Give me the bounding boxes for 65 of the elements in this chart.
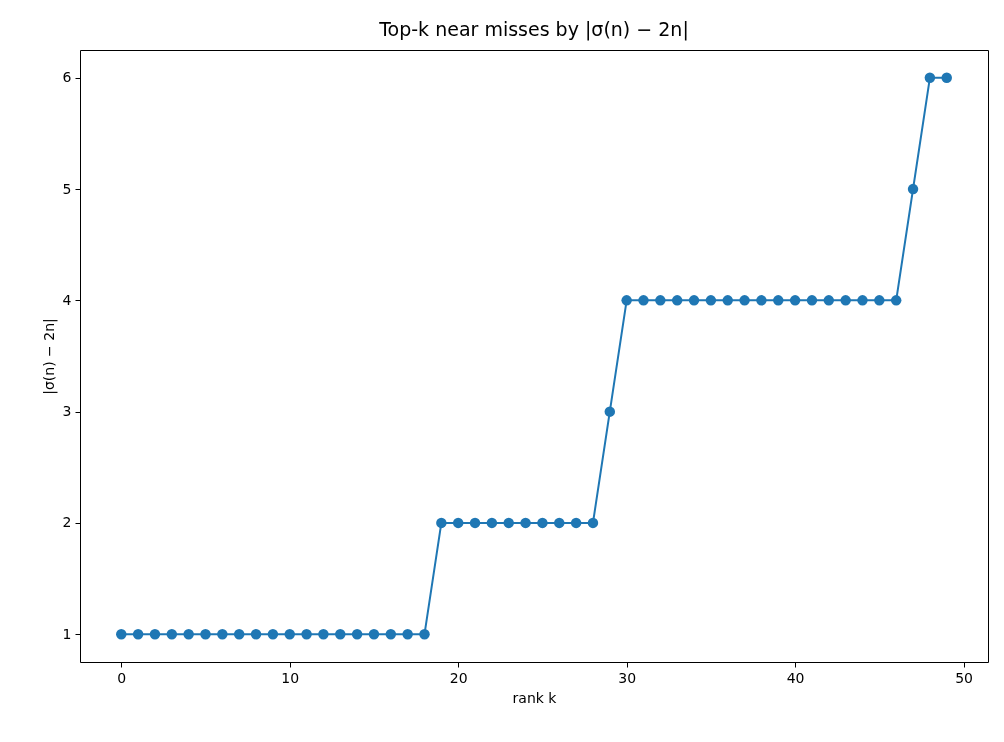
- point: [554, 517, 565, 529]
- y-axis-title: |σ(n) − 2n|: [40, 318, 58, 395]
- point: [789, 295, 801, 306]
- point: [469, 517, 481, 529]
- point: [520, 517, 531, 529]
- point: [250, 628, 262, 640]
- y-tick-label: 4: [62, 291, 72, 308]
- y-tick-label: 2: [62, 514, 72, 531]
- point: [200, 628, 211, 640]
- point: [655, 295, 666, 306]
- point: [570, 517, 582, 529]
- point: [705, 295, 717, 306]
- point: [739, 295, 750, 306]
- point: [402, 628, 413, 640]
- point: [924, 72, 936, 84]
- point: [149, 628, 161, 640]
- point: [587, 517, 599, 529]
- y-tick-label: 1: [62, 625, 72, 642]
- point: [116, 628, 127, 640]
- point: [840, 295, 851, 306]
- point: [621, 295, 632, 306]
- point: [318, 628, 329, 640]
- x-tick-label: 30: [618, 669, 637, 686]
- point: [351, 628, 363, 640]
- point: [436, 517, 447, 529]
- point: [503, 517, 514, 529]
- point: [773, 295, 784, 306]
- x-tick-label: 50: [955, 669, 973, 686]
- x-axis-title: rank k: [512, 689, 558, 706]
- x-tick-label: 20: [449, 669, 468, 686]
- y-tick-label: 5: [62, 180, 72, 197]
- point: [368, 628, 380, 640]
- point: [688, 295, 700, 306]
- point: [806, 295, 818, 306]
- point: [217, 628, 228, 640]
- point: [756, 295, 767, 306]
- point: [233, 628, 245, 640]
- point: [166, 628, 178, 640]
- point: [638, 295, 649, 306]
- point: [874, 295, 885, 306]
- point: [941, 72, 952, 84]
- point: [537, 517, 548, 529]
- point: [671, 295, 683, 306]
- x-tick-label: 10: [281, 669, 300, 686]
- point: [722, 295, 733, 306]
- x-tick-label: 0: [117, 669, 127, 686]
- point: [301, 628, 312, 640]
- point: [385, 628, 397, 640]
- point: [890, 295, 902, 306]
- point: [132, 628, 144, 640]
- point: [267, 628, 279, 640]
- point: [823, 295, 835, 306]
- point: [183, 628, 194, 640]
- point: [857, 295, 868, 306]
- point: [452, 517, 464, 529]
- point: [907, 183, 919, 195]
- x-tick-label: 40: [786, 669, 805, 686]
- point: [284, 628, 295, 640]
- y-tick-label: 3: [62, 403, 72, 420]
- y-tick-label: 6: [62, 69, 72, 86]
- point: [604, 406, 616, 417]
- point: [335, 628, 346, 640]
- point: [486, 517, 498, 529]
- chart-title: Top-k near misses by |σ(n) − 2n|: [378, 18, 689, 41]
- point: [419, 628, 430, 640]
